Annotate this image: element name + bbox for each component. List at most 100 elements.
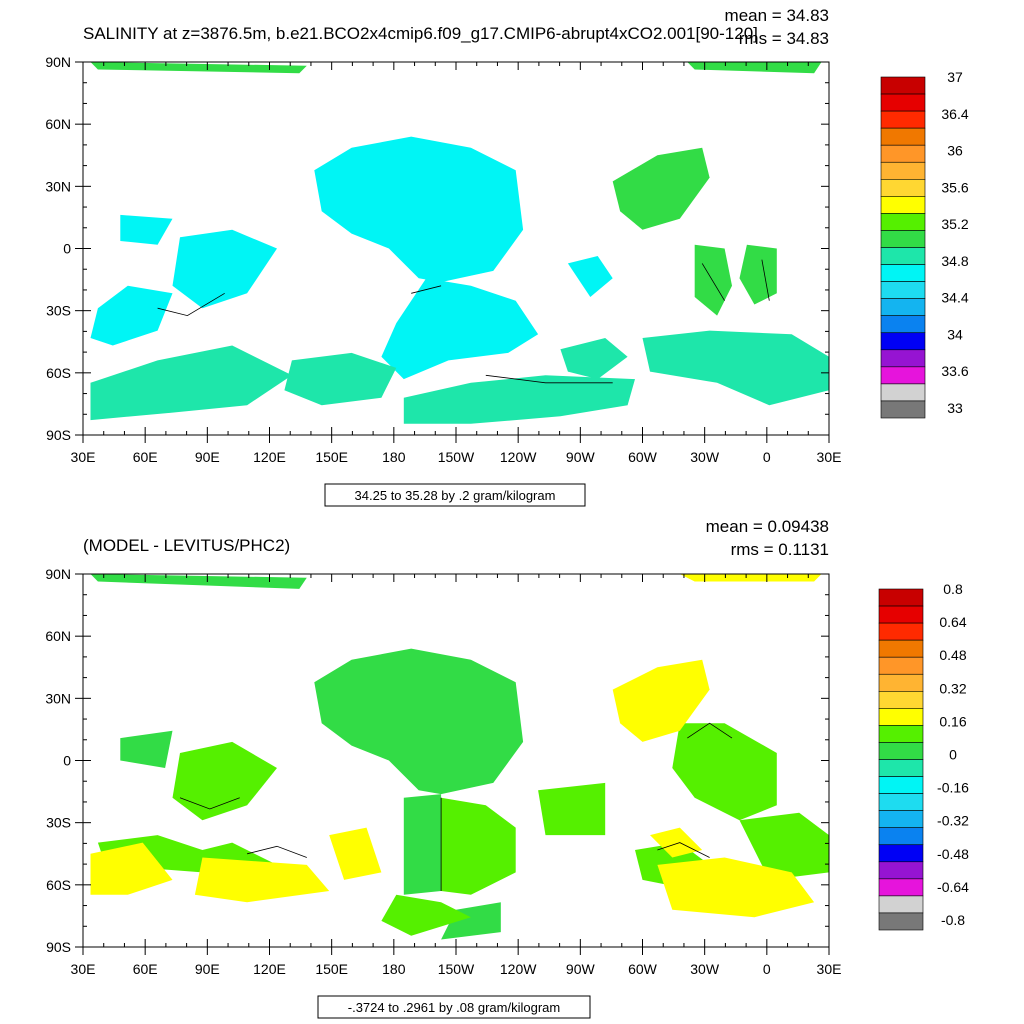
bottom-contour-line-2 [687, 722, 733, 739]
top-contour-line-2 [485, 374, 613, 384]
top-axis-ticks [75, 61, 830, 443]
top-colorbar-labels: 37 36.4 36 35.6 35.2 34.8 34.4 34 33.6 33 [941, 69, 968, 416]
top-map-fields [90, 62, 829, 424]
top-lon-label: 30W [690, 449, 720, 465]
top-colorbar-swatch [880, 127, 926, 146]
top-cyan-water-region-5 [567, 256, 613, 297]
top-contour-line-4 [761, 259, 770, 301]
bottom-colorbar-label: 0.16 [939, 713, 966, 729]
bottom-lat-label: 90N [45, 566, 71, 582]
top-colorbar-label: 33.6 [941, 363, 968, 379]
bottom-colorbar-swatch [878, 673, 924, 692]
bottom-yellow-anomaly-region-18 [657, 857, 815, 918]
bottom-info-box [317, 995, 591, 1019]
top-lon-label: 90E [195, 449, 220, 465]
top-green-water-region-14 [90, 62, 307, 74]
top-colorbar-swatch [880, 366, 926, 385]
bottom-lime-anomaly-region-9 [538, 782, 606, 836]
bottom-colorbar-swatch [878, 605, 924, 624]
top-colorbar-swatch [880, 93, 926, 112]
top-lon-label: 0 [763, 449, 771, 465]
bottom-colorbar-label: 0.8 [943, 581, 963, 597]
bottom-contour-line-3 [247, 845, 307, 858]
bottom-colorbar-swatch [878, 810, 924, 829]
top-lat-label: 90S [46, 427, 71, 443]
top-colorbar-label: 35.2 [941, 216, 968, 232]
top-info-text: 34.25 to 35.28 by .2 gram/kilogram [355, 488, 556, 503]
bottom-lime-anomaly-region-12 [739, 812, 829, 880]
bottom-lime-anomaly-region-5 [172, 741, 277, 821]
bottom-yellow-anomaly-region-15 [90, 842, 173, 895]
top-teal-water-region-6 [90, 345, 292, 421]
top-colorbar [880, 76, 926, 419]
bottom-colorbar-swatch [878, 912, 924, 931]
top-lat-label: 30S [46, 303, 71, 319]
bottom-yellow-anomaly-region-16 [194, 857, 330, 903]
top-lon-label: 150W [438, 449, 475, 465]
bottom-colorbar-label: -0.32 [937, 813, 969, 829]
top-green-water-region-12 [694, 244, 732, 316]
top-green-water-region-13 [739, 244, 777, 305]
top-colorbar-swatch [880, 315, 926, 334]
top-cyan-water-region-1 [120, 214, 173, 245]
bottom-lon-label: 30W [690, 961, 720, 977]
bottom-colorbar-label: 0.48 [939, 647, 966, 663]
bottom-colorbar-swatch [878, 844, 924, 863]
bottom-colorbar-swatch [878, 793, 924, 811]
top-lat-label: 60S [46, 365, 71, 381]
top-lon-label: 30E [817, 449, 842, 465]
bottom-yellow-anomaly-region-13 [612, 659, 710, 742]
top-colorbar-swatch [880, 144, 926, 163]
bottom-lime-anomaly-region-6 [441, 797, 516, 895]
top-colorbar-swatch [880, 213, 926, 231]
top-lat-label: 0 [63, 241, 71, 257]
bottom-lime-anomaly-region-10 [672, 723, 777, 821]
bottom-lon-label: 0 [763, 961, 771, 977]
bottom-colorbar-labels: 0.8 0.64 0.48 0.32 0.16 0 -0.16 -0.32 -0.48 -0.64… [937, 581, 969, 928]
top-lon-label: 180 [382, 449, 406, 465]
bottom-title: (MODEL - LEVITUS/PHC2) [83, 536, 290, 555]
top-cyan-water-region-3 [381, 278, 539, 380]
top-lon-label: 60E [133, 449, 158, 465]
top-colorbar-label: 34.8 [941, 253, 968, 269]
top-teal-water-region-10 [560, 338, 628, 380]
bottom-colorbar-label: 0.32 [939, 680, 966, 696]
top-contour-line-3 [701, 263, 725, 301]
bottom-lon-label: 120W [500, 961, 537, 977]
top-colorbar-swatch [880, 332, 926, 351]
bottom-lon-label: 90E [195, 961, 220, 977]
bottom-lon-label: 30E [817, 961, 842, 977]
bottom-colorbar-swatch [878, 827, 924, 846]
top-colorbar-swatch [880, 179, 926, 197]
top-lon-label: 120W [500, 449, 537, 465]
top-colorbar-swatch [880, 349, 926, 368]
top-info-box [324, 483, 586, 507]
top-longitude-labels: 30E 60E 90E 120E 150E 180 150W 120W 90W 60W 30W 0 30… [71, 449, 842, 465]
top-colorbar-swatch [880, 196, 926, 214]
bottom-lon-label: 150W [438, 961, 475, 977]
bottom-lon-label: 90W [566, 961, 596, 977]
top-map-panel: 90N 60N 30N 0 30S 60S 90S 30E 60E 90E 120E 150E 180… [45, 6, 969, 507]
bottom-green-anomaly-region-2 [403, 794, 442, 895]
bottom-colorbar-swatch [878, 725, 924, 743]
top-lon-label: 120E [253, 449, 286, 465]
bottom-colorbar-swatch [878, 708, 924, 726]
top-cyan-water-region-0 [314, 136, 524, 283]
top-teal-water-region-9 [642, 330, 829, 406]
bottom-colorbar-swatch [878, 776, 924, 794]
top-colorbar-swatch [880, 298, 926, 316]
bottom-axis-ticks [75, 573, 830, 955]
bottom-colorbar-swatch [878, 588, 924, 607]
top-colorbar-swatch [880, 400, 926, 419]
bottom-colorbar-label: -0.16 [937, 780, 969, 796]
bottom-colorbar-label: -0.48 [937, 846, 969, 862]
bottom-colorbar-swatch [878, 861, 924, 880]
top-colorbar-swatch [880, 110, 926, 129]
bottom-colorbar [878, 588, 924, 931]
bottom-lon-label: 60W [628, 961, 658, 977]
bottom-contour-line-4 [657, 842, 710, 858]
bottom-lat-label: 30N [45, 690, 71, 706]
bottom-colorbar-swatch [878, 895, 924, 914]
top-contour-lines [157, 259, 770, 384]
